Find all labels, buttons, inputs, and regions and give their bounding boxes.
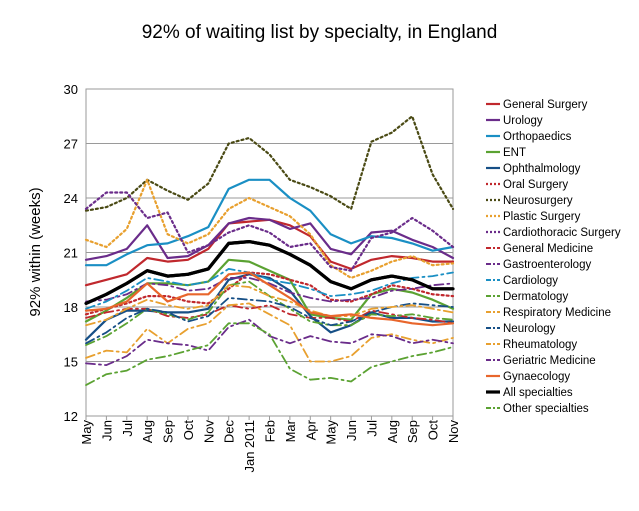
series-line-urology	[84, 216, 455, 261]
y-tick-label: 15	[64, 355, 78, 370]
series-line-plastic-surgery	[84, 178, 455, 279]
x-tick-label: Sep	[161, 420, 176, 443]
series-lines	[84, 115, 455, 387]
x-tick-label: Apr	[303, 419, 318, 440]
series-line-gynaecology	[84, 271, 455, 327]
x-tick-label: Nov	[446, 420, 461, 444]
legend-label: ENT	[503, 147, 526, 159]
legend-label: Plastic Surgery	[503, 211, 581, 223]
series-line-cardiology	[85, 267, 454, 310]
series-line-geriatric-medicine	[85, 318, 454, 367]
x-tick-label: Aug	[140, 420, 155, 443]
series-line-orthopaedics	[84, 178, 455, 267]
legend-label: Oral Surgery	[503, 179, 568, 191]
legend-label: Ophthalmology	[503, 163, 581, 175]
legend-label: Orthopaedics	[503, 131, 572, 143]
y-tick-label: 21	[64, 246, 78, 261]
x-tick-label: Dec	[222, 420, 237, 444]
legend-label: All specialties	[503, 387, 573, 399]
x-tick-label: Nov	[201, 420, 216, 444]
series-line-all-specialties	[84, 240, 455, 305]
x-tick-label: Feb	[263, 420, 278, 442]
series-line-other-specialties	[85, 322, 454, 387]
y-tick-label: 30	[64, 82, 78, 97]
y-axis-title: 92% within (weeks)	[27, 187, 44, 316]
series-line-oral-surgery	[84, 271, 455, 316]
x-tick-label: Jun	[99, 420, 114, 441]
x-tick-label: Sep	[405, 420, 420, 443]
legend-label: Neurosurgery	[503, 195, 573, 207]
legend-label: Respiratory Medicine	[503, 307, 611, 319]
x-tick-label: Jul	[120, 420, 135, 437]
legend-label: Geriatric Medicine	[503, 355, 596, 367]
series-line-rheumatology	[85, 284, 454, 327]
series-line-all-specialties-top	[85, 240, 453, 305]
legend-label: General Medicine	[503, 243, 593, 255]
x-tick-label: Jul	[364, 420, 379, 437]
legend-label: Other specialties	[503, 403, 589, 415]
y-tick-label: 12	[64, 409, 78, 424]
legend-label: Rheumatology	[503, 339, 577, 351]
y-tick-label: 18	[64, 300, 78, 315]
legend-label: Dermatology	[503, 291, 568, 303]
y-tick-label: 27	[64, 137, 78, 152]
x-tick-label: May	[324, 420, 339, 445]
x-tick-label: Aug	[385, 420, 400, 443]
legend-label: Gynaecology	[503, 371, 570, 383]
axes: 12 15 18 21 24 27 30 May Jun Jul Aug Sep Oct Nov Dec Ja…	[64, 82, 461, 473]
legend-label: Urology	[503, 115, 543, 127]
x-tick-label: Oct	[181, 420, 196, 441]
chart-title: 92% of waiting list by specialty, in Eng…	[141, 22, 498, 43]
legend-label: Cardiothoracic Surgery	[503, 227, 621, 239]
x-tick-label: Oct	[426, 420, 441, 441]
legend-label: Neurology	[503, 323, 556, 335]
gridlines	[86, 88, 453, 417]
series-line-respiratory-medicine	[85, 302, 454, 363]
legend-label: General Surgery	[503, 99, 588, 111]
y-tick-label: 24	[64, 191, 78, 206]
series-line-ophthalmology	[84, 273, 455, 341]
legend-label: Cardiology	[503, 275, 558, 287]
x-tick-label: May	[79, 420, 94, 445]
legend: General Surgery Urology Orthopaedics ENT Oph…	[486, 99, 621, 415]
legend-label: Gastroenterology	[503, 259, 591, 271]
x-tick-label: Mar	[283, 419, 298, 442]
x-tick-label: Jan 2011	[242, 420, 257, 473]
x-tick-label: Jun	[344, 420, 359, 441]
series-line-cardiothoracic-surgery	[84, 191, 455, 272]
